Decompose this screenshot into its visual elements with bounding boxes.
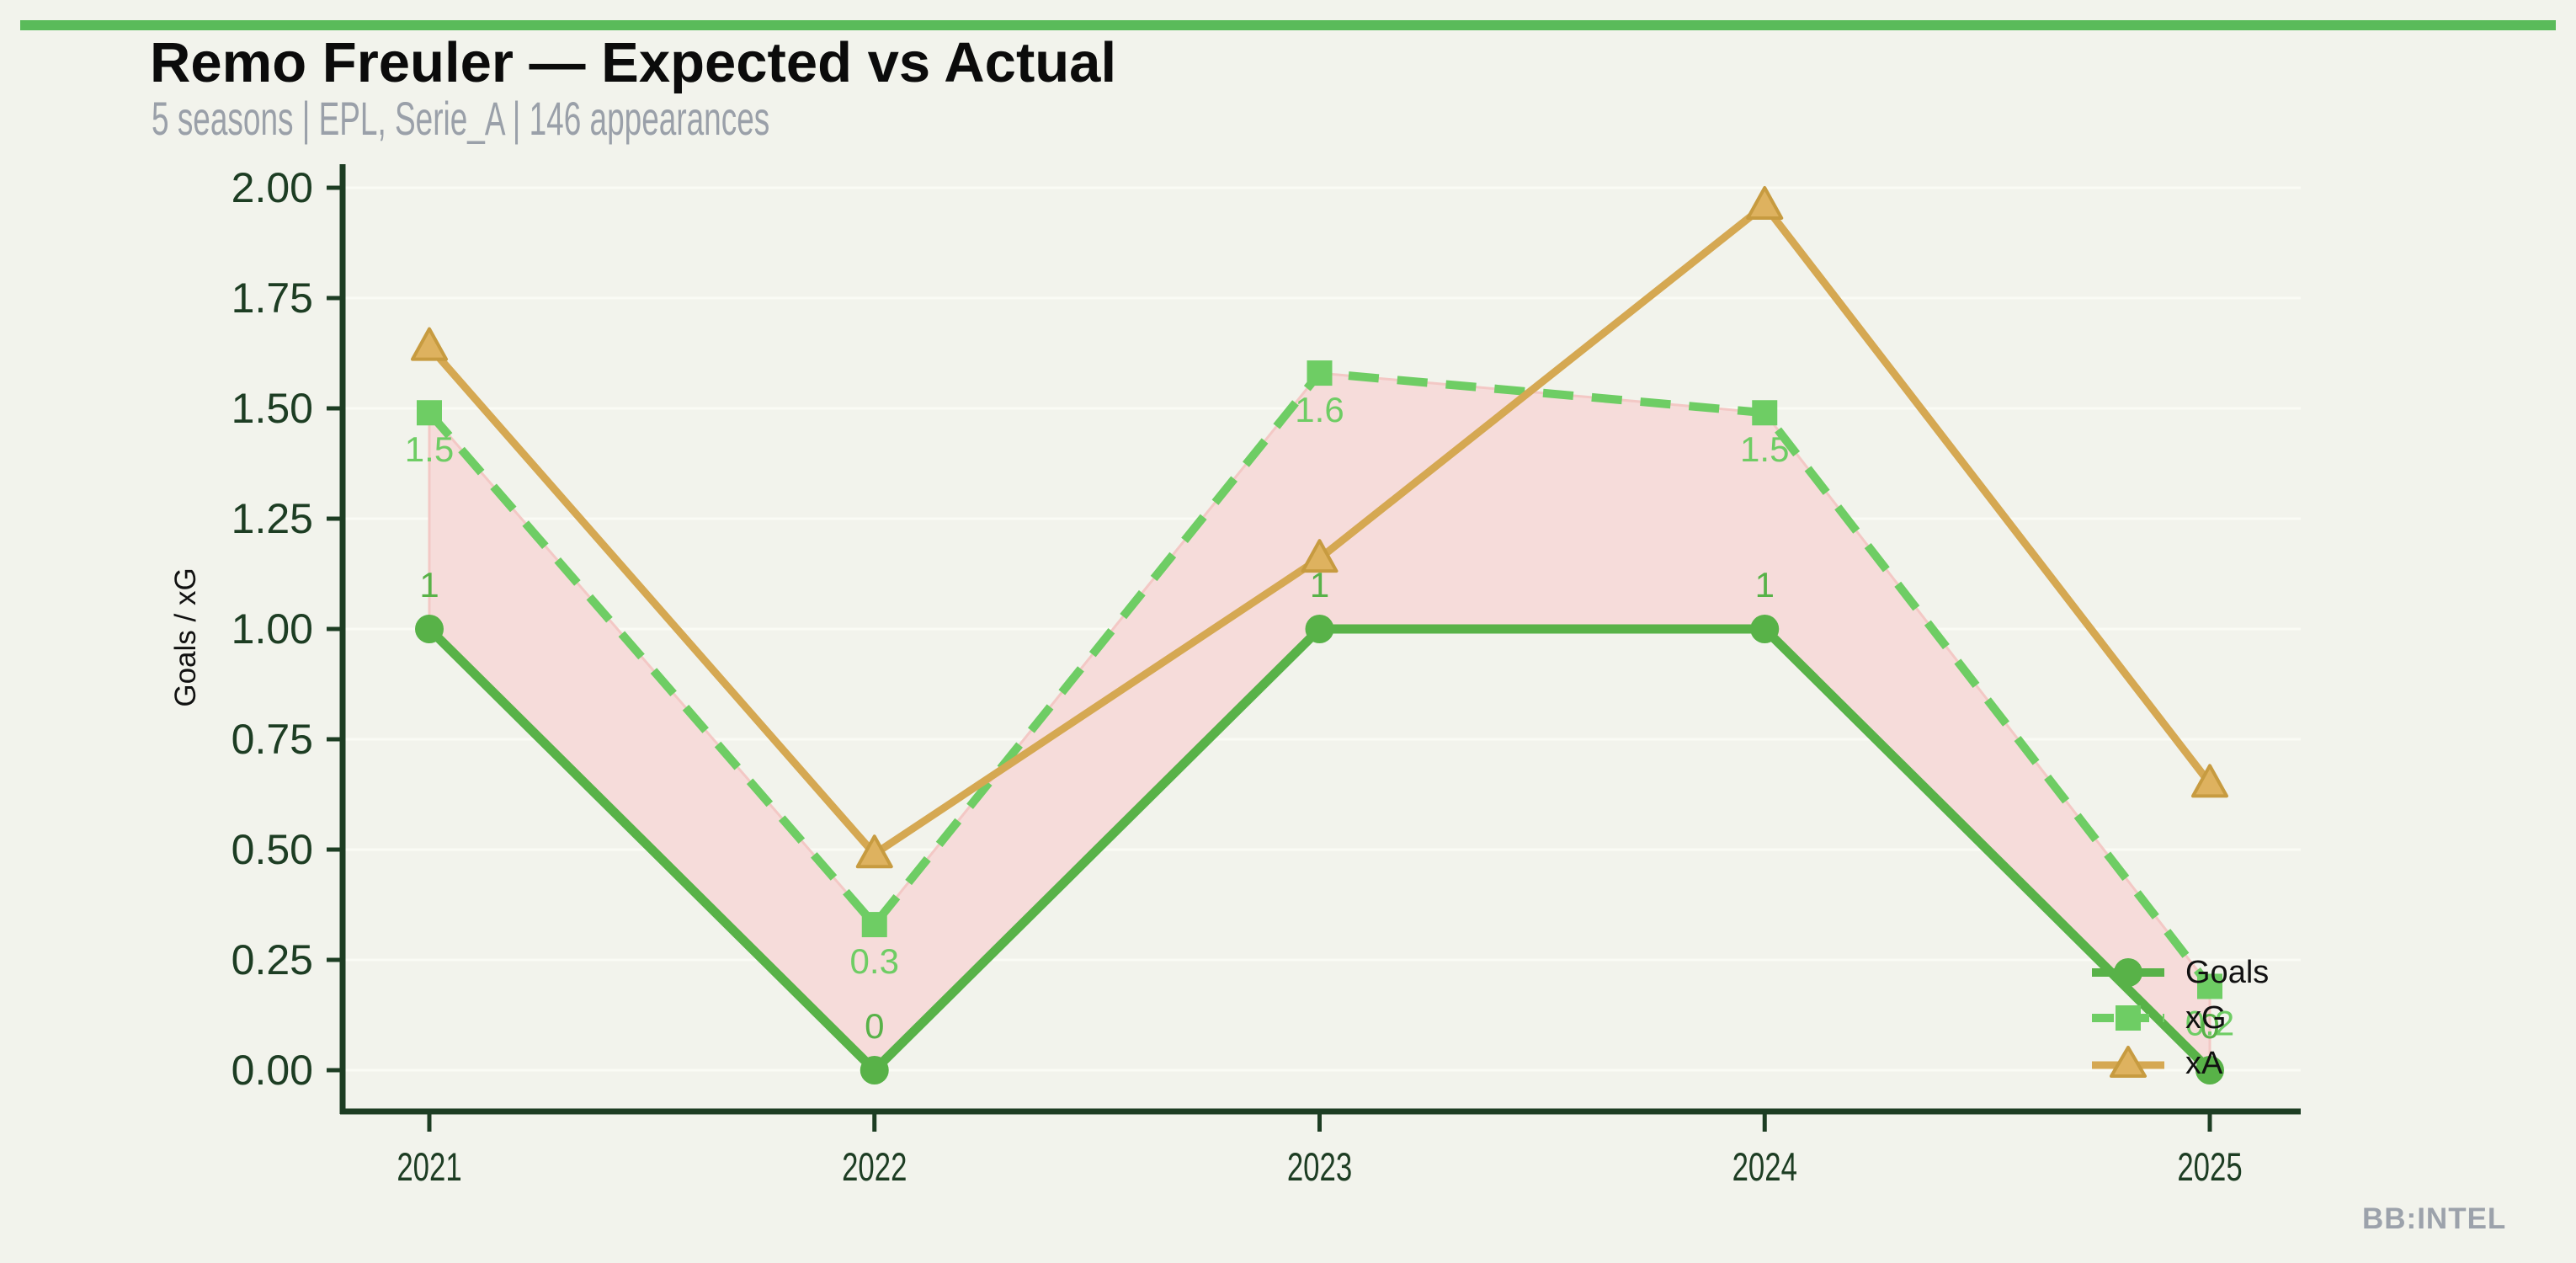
goals-value-label: 1 [419, 565, 439, 605]
goals-value-label: 0 [2200, 1006, 2219, 1046]
goals-point-marker [860, 1056, 889, 1084]
goals-point-marker [2195, 1056, 2224, 1084]
xa-point-marker [1746, 185, 1784, 220]
goals-point-marker [1305, 615, 1334, 643]
xg-point-marker [417, 400, 442, 426]
legend-item-label: xG [2185, 999, 2227, 1036]
xa-point-marker [1301, 539, 1339, 573]
y-tick-label: 0.00 [232, 1047, 313, 1094]
y-tick-label: 2.00 [232, 164, 313, 211]
xg-value-label: 1.5 [405, 429, 454, 469]
watermark: BB:INTEL [2362, 1202, 2507, 1235]
y-tick-label: 0.50 [232, 826, 313, 873]
accent-bar [20, 20, 2556, 30]
xg-value-label: 0.3 [850, 941, 899, 981]
y-axis-title: Goals / xG [169, 568, 202, 706]
xa-point-marker [2191, 764, 2228, 798]
legend-item-label: Goals [2185, 954, 2270, 990]
goals-point-marker [1750, 615, 1780, 643]
goals-line-circle-icon [2092, 958, 2164, 987]
xa-line-triangle-icon [2092, 1046, 2164, 1078]
x-tick-label: 2023 [1287, 1145, 1352, 1189]
page-subtitle: 5 seasons | EPL, Serie_A | 146 appearanc… [152, 92, 770, 145]
xg-value-label: 1.6 [1295, 390, 1344, 429]
goals-value-label: 1 [1310, 565, 1329, 605]
x-tick-label: 2025 [2177, 1145, 2242, 1189]
goals-value-label: 0 [865, 1006, 884, 1046]
xg-value-label: 1.5 [1740, 429, 1789, 469]
xg-point-marker [2197, 973, 2222, 999]
xg-point-marker [861, 912, 887, 938]
goals-point-marker [415, 615, 444, 643]
legend-item-xg: xG [2091, 995, 2269, 1041]
page-title: Remo Freuler — Expected vs Actual [150, 31, 1117, 94]
xg-dashed-square-icon [2092, 1005, 2164, 1031]
xg-point-marker [1752, 400, 1778, 426]
legend: Goals xG xA [2091, 950, 2269, 1086]
y-tick-label: 1.00 [232, 605, 313, 653]
goals-value-label: 1 [1755, 565, 1775, 605]
x-tick-label: 2022 [842, 1145, 907, 1189]
legend-item-goals: Goals [2091, 950, 2269, 995]
xg-point-marker [1307, 360, 1333, 386]
y-tick-label: 1.50 [232, 385, 313, 432]
xg-value-label: 0.2 [2185, 1003, 2234, 1042]
y-tick-label: 0.75 [232, 716, 313, 763]
y-tick-label: 1.25 [232, 495, 313, 542]
y-tick-label: 1.75 [232, 274, 313, 322]
x-tick-label: 2024 [1732, 1145, 1797, 1189]
xa-point-marker [411, 327, 448, 361]
legend-item-xa: xA [2091, 1041, 2269, 1086]
legend-item-label: xA [2185, 1045, 2223, 1081]
xa-point-marker [855, 834, 893, 869]
y-tick-label: 0.25 [232, 936, 313, 983]
x-tick-label: 2021 [397, 1145, 461, 1189]
